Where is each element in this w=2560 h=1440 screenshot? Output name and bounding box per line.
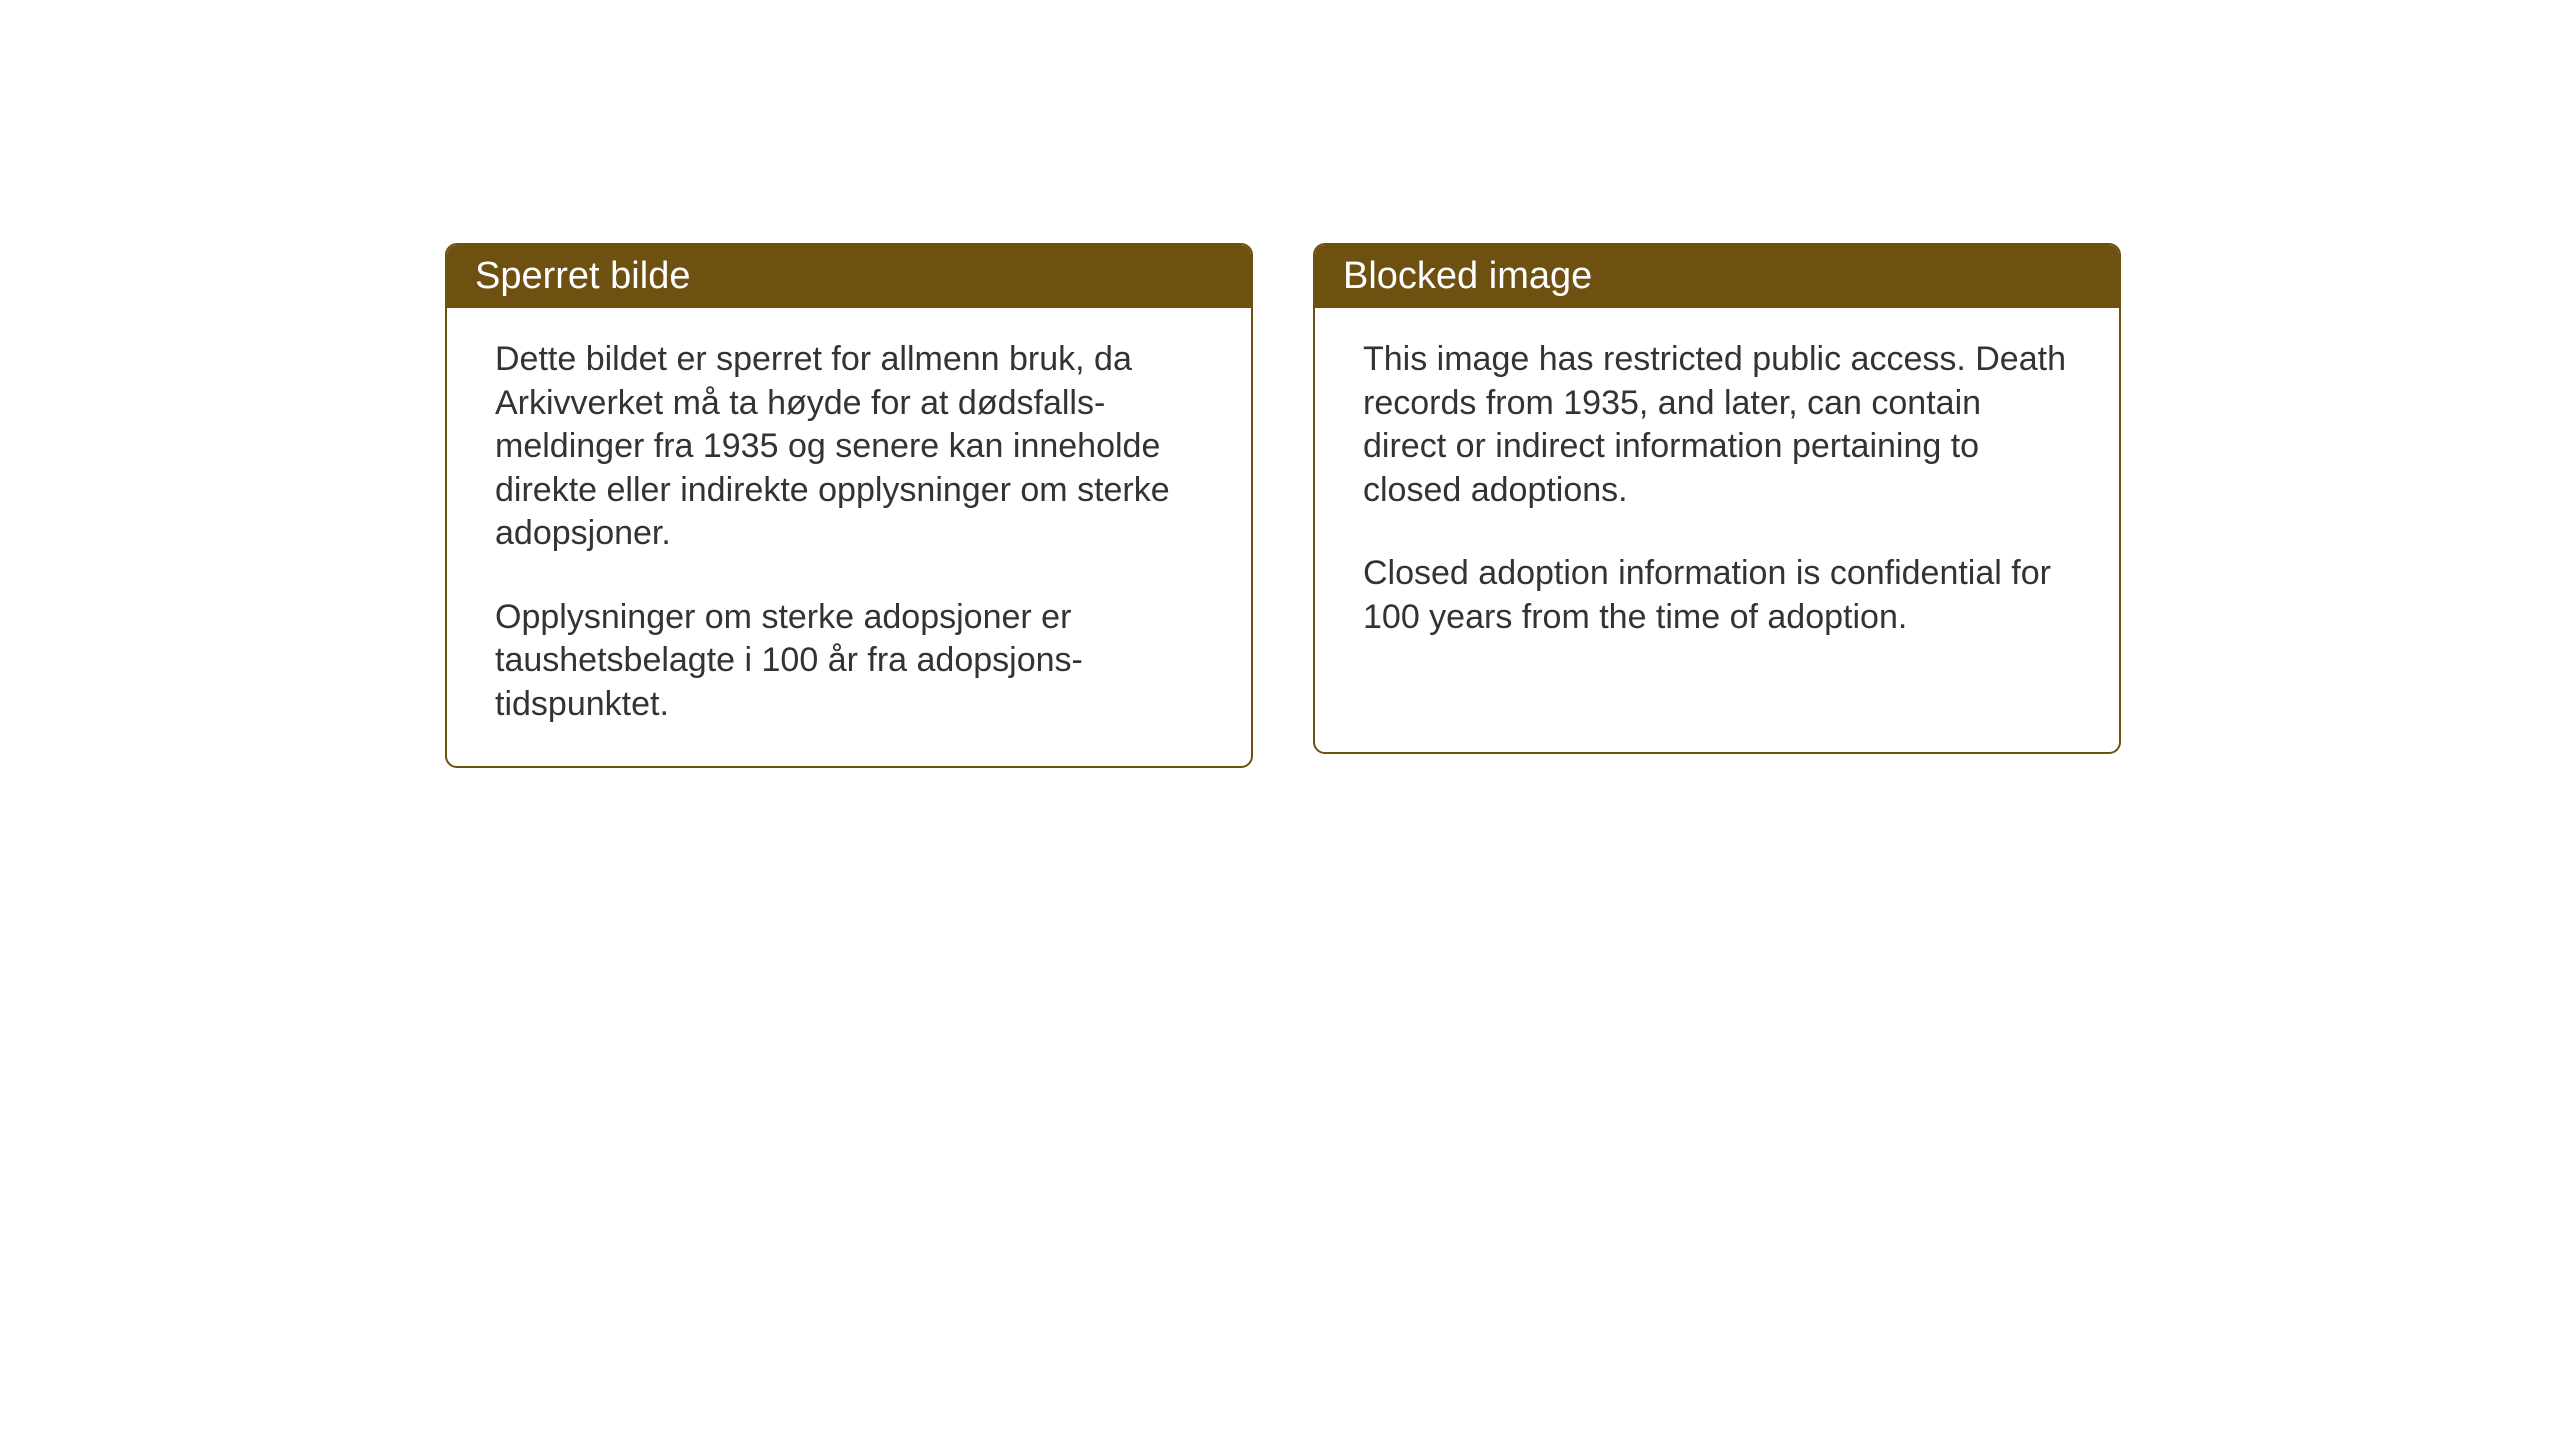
notice-container: Sperret bilde Dette bildet er sperret fo… (445, 243, 2121, 768)
notice-body-english: This image has restricted public access.… (1315, 308, 2119, 679)
notice-header-norwegian: Sperret bilde (447, 245, 1251, 308)
notice-paragraph-norwegian-1: Dette bildet er sperret for allmenn bruk… (495, 338, 1203, 556)
notice-box-english: Blocked image This image has restricted … (1313, 243, 2121, 754)
notice-header-english: Blocked image (1315, 245, 2119, 308)
notice-paragraph-english-1: This image has restricted public access.… (1363, 338, 2071, 512)
notice-paragraph-english-2: Closed adoption information is confident… (1363, 552, 2071, 639)
notice-box-norwegian: Sperret bilde Dette bildet er sperret fo… (445, 243, 1253, 768)
notice-paragraph-norwegian-2: Opplysninger om sterke adopsjoner er tau… (495, 596, 1203, 727)
notice-body-norwegian: Dette bildet er sperret for allmenn bruk… (447, 308, 1251, 766)
